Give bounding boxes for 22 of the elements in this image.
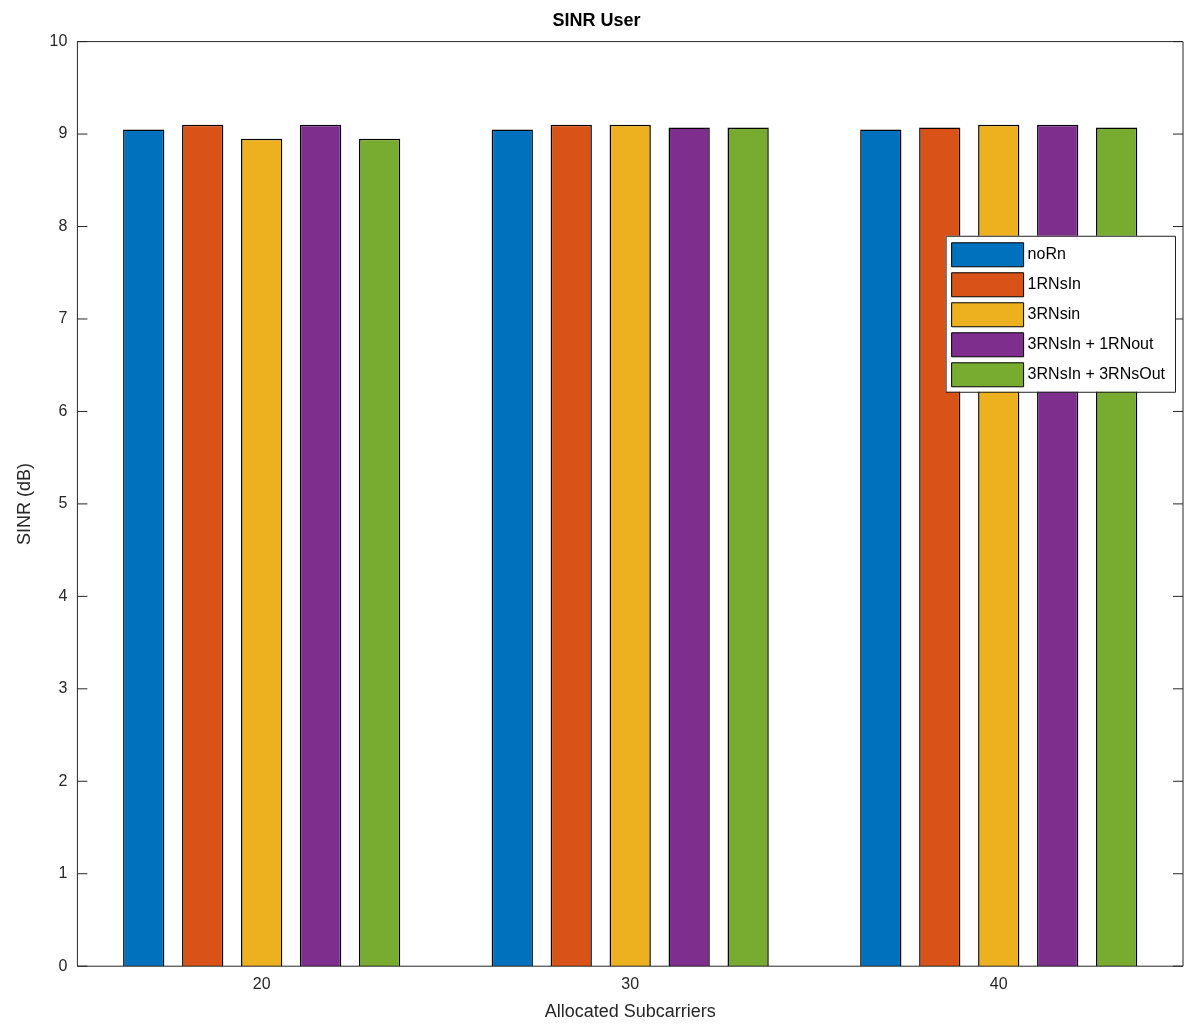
legend-label: 3RNsIn + 1RNout: [1027, 335, 1155, 353]
y-tick-label: 8: [58, 216, 68, 234]
x-axis-title: Allocated Subcarriers: [544, 1001, 716, 1022]
y-tick-label: 1: [58, 864, 68, 882]
y-tick-label: 2: [58, 771, 68, 789]
chart-title: SINR User: [552, 9, 641, 30]
y-tick-label: 4: [58, 586, 68, 604]
y-tick-label: 10: [49, 32, 68, 50]
legend-label: 3RNsin: [1027, 305, 1081, 323]
y-tick-label: 3: [58, 679, 68, 697]
y-tick-label: 5: [58, 494, 68, 512]
y-tick-label: 7: [58, 309, 68, 327]
legend-label: 3RNsIn + 3RNsOut: [1027, 365, 1166, 383]
x-tick-label: 40: [989, 975, 1008, 993]
y-axis-title: SINR (dB): [13, 462, 34, 545]
legend-label: noRn: [1027, 245, 1066, 263]
legend-label: 1RNsIn: [1027, 275, 1081, 293]
x-tick-label: 20: [252, 975, 271, 993]
y-tick-label: 9: [58, 124, 68, 142]
x-tick-label: 30: [621, 975, 640, 993]
y-tick-label: 6: [58, 401, 68, 419]
y-tick-label: 0: [58, 956, 68, 974]
